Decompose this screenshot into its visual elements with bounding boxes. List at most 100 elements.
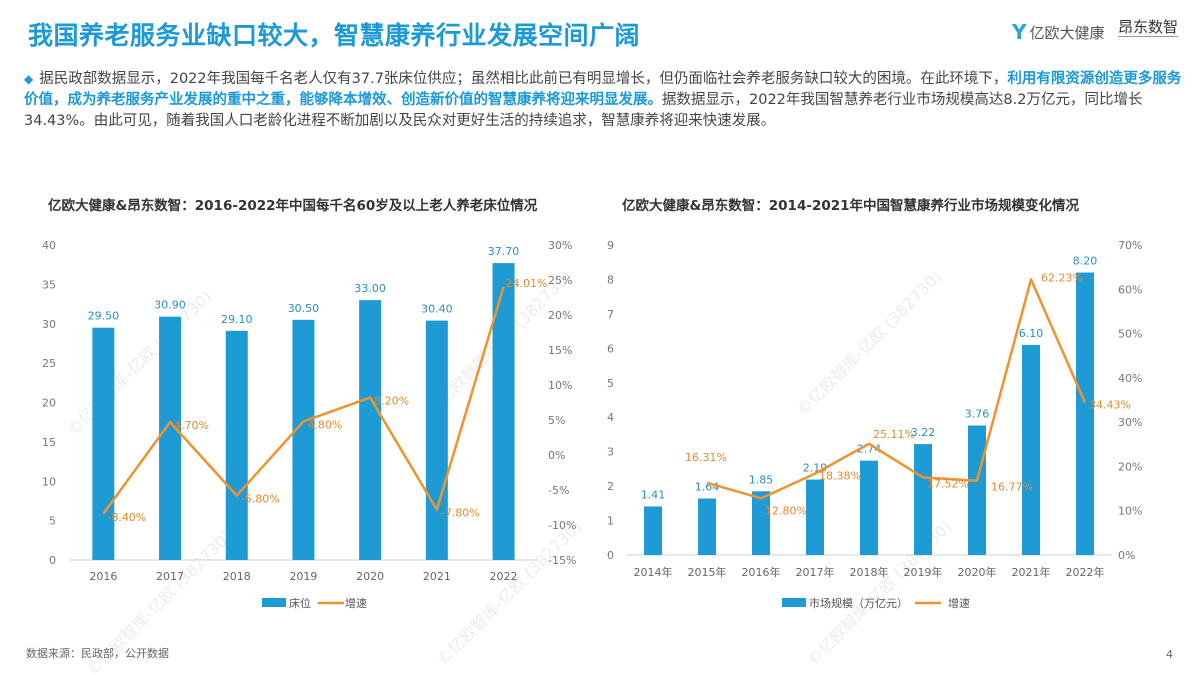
y-right-tick-label: 15%: [548, 344, 572, 357]
y-right-tick-label: 40%: [1118, 372, 1142, 385]
legend-bar-label: 市场规模（万亿元）: [809, 596, 908, 610]
y-left-tick-label: 35: [42, 278, 56, 291]
x-tick-label: 2014年: [634, 565, 673, 579]
logo-y-icon: Y: [1012, 20, 1027, 44]
y-left-tick-label: 9: [607, 239, 614, 252]
x-tick-label: 2016: [89, 570, 117, 583]
bar-value-label: 3.76: [965, 407, 990, 420]
bar: [492, 263, 515, 560]
growth-value-label: -5.80%: [241, 493, 280, 506]
bar: [1022, 344, 1040, 555]
y-left-tick-label: 1: [607, 515, 614, 528]
growth-value-label: 24.01%: [506, 277, 548, 290]
y-left-tick-label: 5: [607, 377, 614, 390]
y-right-tick-label: 50%: [1118, 328, 1142, 341]
x-tick-label: 2018年: [850, 565, 889, 579]
bar: [752, 491, 770, 555]
x-tick-label: 2021年: [1012, 565, 1051, 579]
bar-value-label: 30.50: [288, 302, 320, 315]
growth-value-label: 16.77%: [991, 481, 1033, 494]
bar-value-label: 1.41: [641, 488, 666, 501]
x-tick-label: 2017: [156, 570, 184, 583]
bar: [644, 506, 662, 555]
bar: [225, 330, 248, 560]
y-right-tick-label: 20%: [548, 309, 572, 322]
bar: [359, 300, 382, 560]
bar: [292, 319, 315, 560]
x-tick-label: 2019年: [904, 565, 943, 579]
y-right-tick-label: 10%: [548, 379, 572, 392]
paragraph-part1: 据民政部数据显示，2022年我国每千名老人仅有37.7张床位供应；虽然相比此前已…: [39, 71, 1008, 87]
y-left-tick-label: 0: [49, 554, 56, 567]
y-right-tick-label: 0%: [548, 449, 565, 462]
bar-value-label: 30.40: [421, 303, 453, 316]
bar: [698, 498, 716, 555]
x-tick-label: 2021: [423, 570, 451, 583]
y-left-tick-label: 4: [607, 411, 614, 424]
x-tick-label: 2020: [356, 570, 384, 583]
y-left-tick-label: 7: [607, 308, 614, 321]
growth-value-label: -8.40%: [107, 511, 146, 524]
y-left-tick-label: 10: [42, 475, 56, 488]
legend-bar-swatch: [782, 598, 806, 607]
chart-title-market: 亿欧大健康&昂东数智：2014-2021年中国智慧康养行业市场规模变化情况: [622, 198, 1080, 214]
x-tick-label: 2018: [223, 570, 251, 583]
bar-value-label: 3.22: [911, 426, 936, 439]
legend-line-label: 增速: [948, 596, 970, 610]
y-left-tick-label: 6: [607, 342, 614, 355]
y-left-tick-label: 20: [42, 397, 56, 410]
page-title: 我国养老服务业缺口较大，智慧康养行业发展空间广阔: [28, 21, 641, 50]
data-source: 数据来源：民政部，公开数据: [26, 647, 169, 660]
bar-value-label: 37.70: [488, 245, 520, 258]
bar-value-label: 1.85: [749, 473, 774, 486]
y-right-tick-label: -5%: [548, 484, 569, 497]
legend-bar-label: 床位: [289, 596, 311, 610]
y-left-tick-label: 5: [49, 515, 56, 528]
y-left-tick-label: 40: [42, 239, 56, 252]
y-left-tick-label: 25: [42, 357, 56, 370]
chart-title-beds: 亿欧大健康&昂东数智：2016-2022年中国每千名60岁及以上老人养老床位情况: [48, 198, 538, 214]
growth-value-label: 62.23%: [1041, 271, 1083, 284]
bar: [1076, 272, 1094, 555]
y-right-tick-label: 5%: [548, 414, 565, 427]
y-right-tick-label: 70%: [1118, 239, 1142, 252]
y-left-tick-label: 8: [607, 273, 614, 286]
y-left-tick-label: 15: [42, 436, 56, 449]
x-tick-label: 2022年: [1066, 565, 1105, 579]
y-left-tick-label: 30: [42, 318, 56, 331]
growth-value-label: 17.52%: [927, 477, 969, 490]
growth-value-label: 25.11%: [873, 428, 915, 441]
growth-line: [102, 286, 505, 515]
bar-value-label: 33.00: [354, 282, 386, 295]
bar-value-label: 6.10: [1019, 327, 1044, 340]
y-right-tick-label: 30%: [548, 239, 572, 252]
y-right-tick-label: 60%: [1118, 283, 1142, 296]
bar: [159, 316, 182, 560]
logo-angdong: 昂东数智: [1118, 18, 1179, 37]
paragraph-part2: 据数据显示，2022年我国智慧养老行业市场规模高达8.2万亿元，同比增长34.4…: [24, 92, 1143, 129]
bar-value-label: 29.10: [221, 313, 253, 326]
bar: [92, 327, 115, 560]
y-left-tick-label: 2: [607, 480, 614, 493]
logo-yiou-health: Y 亿欧大健康: [1012, 20, 1105, 44]
y-right-tick-label: 0%: [1118, 549, 1135, 562]
page-number: 4: [1166, 648, 1173, 661]
growth-value-label: 34.43%: [1089, 399, 1131, 412]
x-tick-label: 2017年: [796, 565, 835, 579]
y-right-tick-label: 25%: [548, 274, 572, 287]
y-right-tick-label: 30%: [1118, 416, 1142, 429]
growth-value-label: 8.20%: [374, 395, 409, 408]
bar-value-label: 30.90: [154, 299, 186, 312]
growth-value-label: 18.38%: [819, 470, 861, 483]
legend-line-label: 增速: [345, 596, 367, 610]
growth-value-label: 4.70%: [174, 419, 209, 432]
x-tick-label: 2019: [289, 570, 317, 583]
y-left-tick-label: 0: [607, 549, 614, 562]
x-tick-label: 2020年: [958, 565, 997, 579]
summary-paragraph: ◆ 据民政部数据显示，2022年我国每千名老人仅有37.7张床位供应；虽然相比此前…: [24, 69, 1184, 132]
y-left-tick-label: 3: [607, 446, 614, 459]
logo-left-text: 亿欧大健康: [1029, 23, 1105, 42]
